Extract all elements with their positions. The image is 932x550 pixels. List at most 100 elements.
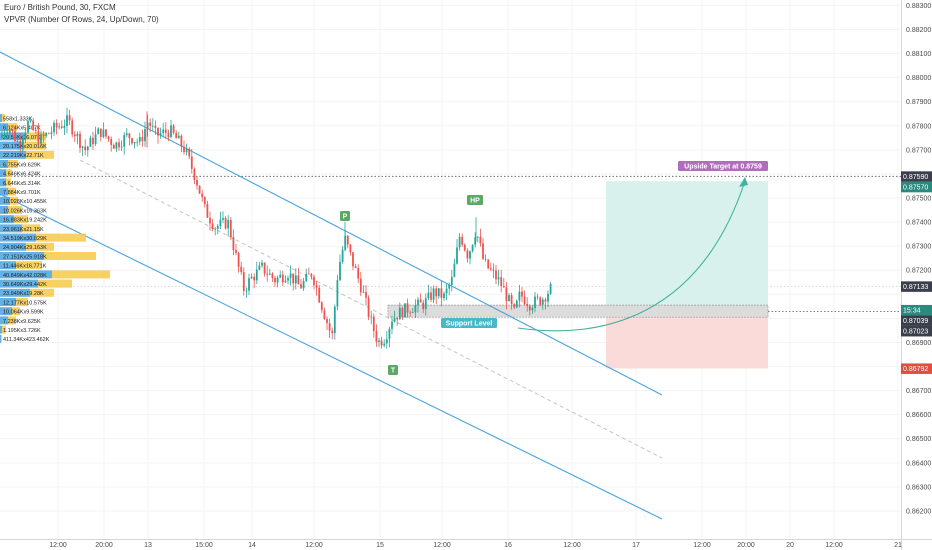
- candle-body: [502, 286, 505, 288]
- volume-bar-down: [24, 141, 46, 150]
- candle-body: [547, 293, 549, 302]
- support-level-label-bg: [441, 318, 497, 328]
- candle-body: [508, 295, 510, 302]
- candle-body: [393, 317, 396, 322]
- candle-body: [289, 273, 292, 279]
- candle-body: [157, 127, 159, 136]
- candle-body: [300, 284, 302, 289]
- candle-body: [24, 132, 27, 139]
- candle-body: [388, 328, 391, 340]
- candle-body: [510, 295, 513, 304]
- candle-body: [352, 252, 354, 267]
- candle-body: [443, 293, 445, 298]
- volume-profile-label: 6.646Kx5.314K: [3, 181, 41, 187]
- candle-body: [53, 122, 55, 133]
- candle-body: [461, 236, 464, 245]
- candle-body: [523, 296, 526, 305]
- candle-body: [495, 270, 497, 280]
- candle-body: [216, 225, 219, 229]
- candle-body: [315, 285, 318, 288]
- volume-bar-up: [0, 279, 38, 288]
- volume-bar-up: [0, 261, 16, 270]
- candle-body: [417, 299, 419, 306]
- y-tick-label: 0.87400: [906, 220, 931, 227]
- volume-bar-up: [0, 132, 26, 141]
- candle-body: [37, 130, 40, 144]
- candle-body: [222, 218, 224, 220]
- volume-bar-up: [0, 224, 22, 233]
- x-tick-label: 12:00: [825, 542, 843, 549]
- higher-peak-label-bg: [467, 195, 483, 205]
- candle-body: [268, 273, 271, 275]
- volume-bar-down: [26, 132, 46, 141]
- volume-profile-label: 34.519Kx30.029K: [3, 236, 47, 242]
- trough-label: T: [391, 368, 396, 375]
- volume-profile-label: 20.55Kx16.07K: [3, 135, 41, 141]
- volume-profile-label: 16.883Kx19.242K: [3, 218, 47, 224]
- y-tick-label: 0.88000: [906, 75, 931, 82]
- y-tick-label: 0.86900: [906, 340, 931, 347]
- candle-body: [297, 275, 300, 285]
- candle-body: [27, 121, 29, 133]
- candle-body: [97, 128, 100, 135]
- volume-bar-up: [0, 187, 8, 196]
- candle-body: [68, 115, 71, 121]
- candle-body: [214, 228, 217, 230]
- volume-profile-label: 6.124Kx5.407K: [3, 126, 41, 132]
- volume-profile-label: 30.649Kx29.442K: [3, 282, 47, 288]
- indicator-label: VPVR (Number Of Rows, 24, Up/Down, 70): [4, 15, 159, 24]
- price-label: 0.87023: [903, 329, 928, 336]
- projection-curve: [517, 180, 746, 332]
- candle-body: [276, 277, 279, 283]
- candle-body: [336, 280, 339, 307]
- candle-body: [146, 122, 149, 130]
- candle-body: [159, 133, 162, 136]
- candle-body: [456, 247, 458, 264]
- candle-body: [539, 297, 542, 305]
- candle-body: [185, 148, 188, 153]
- price-label: 0.87039: [903, 318, 928, 325]
- candle-body: [40, 134, 42, 144]
- candle-body: [526, 304, 529, 307]
- candle-body: [370, 316, 373, 318]
- candle-body: [497, 277, 500, 280]
- candle-body: [128, 133, 131, 139]
- volume-bar-down: [10, 196, 18, 205]
- candle-body: [203, 197, 206, 205]
- candle-body: [237, 252, 240, 267]
- candle-body: [131, 138, 133, 144]
- candle-body: [274, 277, 276, 283]
- candle-body: [170, 125, 172, 138]
- candle-body: [466, 250, 469, 259]
- x-tick-label: 12:00: [49, 542, 67, 549]
- candle-body: [492, 269, 495, 271]
- y-tick-label: 0.86400: [906, 460, 931, 467]
- candle-body: [279, 274, 282, 278]
- volume-profile-label: 7.884Kx9.701K: [3, 190, 41, 196]
- upside-target-label-bg: [678, 161, 768, 171]
- candle-body: [450, 276, 453, 285]
- volume-bar-down: [1, 334, 2, 343]
- volume-bar-up: [0, 215, 14, 224]
- candle-body: [193, 168, 196, 181]
- volume-bar-up: [0, 150, 26, 159]
- volume-bar-up: [0, 298, 16, 306]
- x-tick-label: 12:00: [433, 542, 451, 549]
- candle-body: [120, 146, 123, 148]
- volume-bar-up: [0, 178, 6, 187]
- candle-body: [235, 249, 237, 253]
- candle-body: [84, 146, 87, 151]
- candle-body: [154, 125, 157, 128]
- candle-body: [115, 142, 118, 149]
- candle-body: [151, 125, 154, 127]
- candle-body: [164, 129, 167, 133]
- price-label: 15:34: [903, 308, 921, 315]
- candle-body: [34, 130, 37, 131]
- y-tick-label: 0.86600: [906, 412, 931, 419]
- candle-body: [505, 287, 508, 302]
- channel-mid-line: [79, 159, 663, 459]
- price-label: 0.87570: [903, 185, 928, 192]
- candle-body: [375, 330, 378, 342]
- candle-body: [258, 265, 261, 270]
